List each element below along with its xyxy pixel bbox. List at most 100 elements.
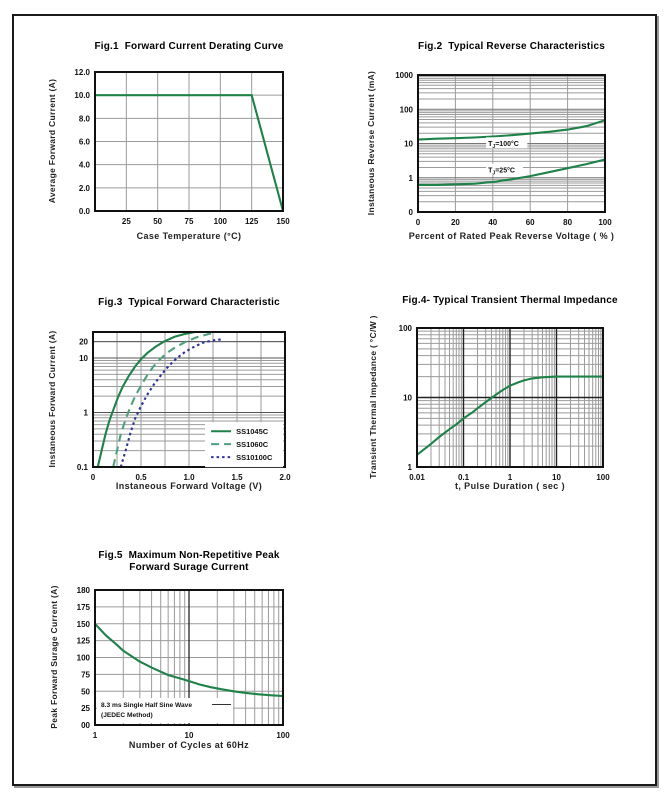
fig3-title: Fig.3 Typical Forward Characteristic — [98, 297, 280, 308]
svg-text:100: 100 — [596, 473, 610, 482]
svg-text:25: 25 — [122, 217, 131, 226]
svg-text:0: 0 — [91, 473, 96, 482]
svg-text:50: 50 — [81, 687, 90, 696]
svg-text:2.0: 2.0 — [79, 184, 91, 193]
fig3-plot-border — [92, 331, 286, 468]
series-Tj-25C — [418, 158, 605, 186]
fig2-gridlines — [418, 75, 605, 212]
svg-text:SS1060C: SS1060C — [236, 440, 269, 449]
svg-text:8.0: 8.0 — [79, 114, 91, 123]
fig4-plot-border — [416, 327, 604, 468]
figure-fig1: Fig.1 Forward Current Derating Curve Ave… — [14, 34, 340, 266]
figure-fig3: Fig.3 Typical Forward Characteristic Ins… — [14, 290, 340, 522]
fig1-chart-canvas: 25 50 75 100 125 150 12.0 10.0 8.0 6.0 4.0 2.0 0.0 — [74, 68, 290, 226]
series-Tj-100C — [418, 119, 605, 141]
fig5-tick-labels: 1 10 100 180 175 150 125 100 75 50 25 00 — [77, 586, 291, 740]
series-SS1060C — [112, 332, 217, 467]
fig2-plot-border — [417, 74, 606, 213]
fig5-title: Fig.5 Maximum Non-Repetitive Peak — [98, 550, 280, 561]
svg-text:100: 100 — [77, 654, 91, 663]
svg-text:175: 175 — [77, 603, 91, 612]
svg-text:150: 150 — [276, 217, 290, 226]
svg-text:1.0: 1.0 — [183, 473, 195, 482]
svg-text:50: 50 — [153, 217, 162, 226]
fig5-x-axis-label: Number of Cycles at 60Hz — [128, 740, 250, 750]
svg-text:100: 100 — [598, 218, 612, 227]
fig2-curve-labels: TJ=100°C TJ=25°C — [486, 137, 528, 176]
fig3-x-axis-label: Instaneous Forward Voltage (V) — [115, 481, 263, 491]
svg-text:20: 20 — [79, 338, 88, 347]
series-thermal-impedance — [417, 375, 603, 456]
fig4-title: Fig.4- Typical Transient Thermal Impedan… — [402, 295, 618, 306]
svg-text:10: 10 — [403, 394, 412, 403]
fig2-y-axis-label: Instaneous Reverse Current (mA) — [366, 70, 376, 216]
svg-text:2.0: 2.0 — [279, 473, 291, 482]
svg-text:150: 150 — [77, 620, 91, 629]
fig1-tick-labels: 25 50 75 100 125 150 12.0 10.0 8.0 6.0 4.0 2.0 0.0 — [74, 68, 290, 226]
svg-text:20: 20 — [451, 218, 460, 227]
svg-text:00: 00 — [81, 721, 90, 730]
fig5-plot-border — [94, 589, 284, 726]
svg-text:1: 1 — [409, 174, 414, 183]
svg-text:40: 40 — [488, 218, 497, 227]
svg-text:0.1: 0.1 — [77, 463, 89, 472]
svg-text:1: 1 — [408, 463, 413, 472]
fig3-chart-canvas: 0 0.5 1.0 1.5 2.0 20 10 1 0.1 SS1045C SS1060C SS101… — [77, 331, 291, 482]
svg-text:25: 25 — [81, 704, 90, 713]
fig1-plot-border — [94, 71, 284, 212]
svg-text:180: 180 — [77, 586, 91, 595]
svg-text:10: 10 — [79, 354, 88, 363]
fig3-y-axis-label: Instaneous Forward Current (A) — [47, 330, 57, 468]
svg-text:100: 100 — [399, 324, 413, 333]
svg-text:(JEDEC Method): (JEDEC Method) — [101, 712, 153, 719]
svg-text:1.5: 1.5 — [231, 473, 243, 482]
fig5-y-axis-label: Peak Forward Surage Current (A) — [49, 585, 59, 729]
fig4-gridlines — [417, 328, 603, 467]
svg-text:1: 1 — [93, 731, 98, 740]
series-SS10100C — [119, 338, 224, 467]
figure-fig2: Fig.2 Typical Reverse Characteristics In… — [340, 34, 666, 266]
series-SS1045C — [96, 332, 196, 467]
svg-text:SS10100C: SS10100C — [236, 453, 273, 462]
svg-text:10: 10 — [552, 473, 561, 482]
fig4-x-axis-label: t, Pulse Duration ( sec ) — [454, 481, 566, 491]
svg-text:1000: 1000 — [395, 71, 413, 80]
fig2-x-axis-label: Percent of Rated Peak Reverse Voltage ( … — [408, 231, 615, 241]
series-derating-curve — [95, 94, 283, 211]
svg-text:SS1045C: SS1045C — [236, 427, 269, 436]
svg-text:125: 125 — [245, 217, 259, 226]
svg-text:TJ=25°C: TJ=25°C — [488, 166, 515, 176]
svg-text:0.0: 0.0 — [79, 207, 91, 216]
figure-fig4: Fig.4- Typical Transient Thermal Impedan… — [340, 290, 666, 522]
svg-text:100: 100 — [214, 217, 228, 226]
svg-text:60: 60 — [526, 218, 535, 227]
svg-text:TJ=100°C: TJ=100°C — [488, 140, 519, 150]
svg-text:6.0: 6.0 — [79, 138, 91, 147]
fig3-tick-labels: 0 0.5 1.0 1.5 2.0 20 10 1 0.1 — [77, 338, 291, 482]
svg-text:0: 0 — [409, 208, 414, 217]
svg-text:0.5: 0.5 — [135, 473, 147, 482]
fig1-title: Fig.1 Forward Current Derating Curve — [94, 41, 284, 52]
svg-text:12.0: 12.0 — [74, 68, 90, 77]
svg-text:10: 10 — [404, 140, 413, 149]
svg-text:100: 100 — [276, 731, 290, 740]
svg-text:0.1: 0.1 — [458, 473, 470, 482]
svg-text:75: 75 — [81, 670, 90, 679]
svg-text:1: 1 — [508, 473, 513, 482]
figure-fig5: Fig.5 Maximum Non-Repetitive Peak Forwar… — [14, 545, 340, 782]
fig1-x-axis-label: Case Temperature (°C) — [136, 231, 242, 241]
svg-text:100: 100 — [400, 105, 414, 114]
series-surge-current — [95, 623, 283, 698]
fig1-gridlines — [95, 72, 283, 211]
fig4-chart-canvas: 0.01 0.1 1 10 100 100 10 1 — [399, 324, 611, 482]
fig2-title: Fig.2 Typical Reverse Characteristics — [418, 41, 605, 52]
svg-text:1: 1 — [84, 409, 89, 418]
fig5-chart-canvas: 1 10 100 180 175 150 125 100 75 50 25 00 8.3 ms Sing… — [77, 586, 291, 740]
page-border — [12, 14, 657, 786]
svg-text:75: 75 — [185, 217, 194, 226]
svg-text:10: 10 — [185, 731, 194, 740]
svg-text:4.0: 4.0 — [79, 161, 91, 170]
